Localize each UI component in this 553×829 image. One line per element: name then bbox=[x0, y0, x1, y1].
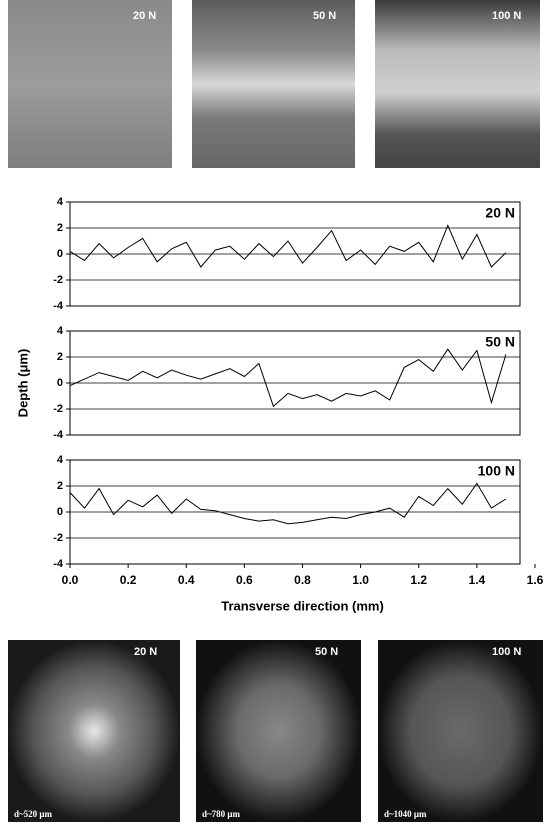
y-tick-label: 4 bbox=[57, 325, 64, 337]
y-tick-label: 0 bbox=[57, 248, 63, 260]
y-axis-label: Depth (μm) bbox=[15, 349, 30, 418]
x-tick-label: 0.0 bbox=[62, 573, 79, 587]
y-tick-label: 4 bbox=[57, 454, 64, 466]
micrograph bbox=[192, 0, 355, 168]
panel-label: 20 N bbox=[485, 205, 515, 221]
x-tick-label: 1.2 bbox=[410, 573, 427, 587]
image-label: 50 N bbox=[315, 646, 338, 658]
y-tick-label: -2 bbox=[53, 274, 63, 286]
panel-label: 100 N bbox=[478, 463, 515, 479]
x-tick-label: 0.6 bbox=[236, 573, 253, 587]
y-tick-label: 2 bbox=[57, 351, 63, 363]
micrograph bbox=[8, 0, 172, 168]
profile-line bbox=[69, 482, 507, 525]
image-label: 100 N bbox=[492, 10, 521, 22]
micrograph bbox=[196, 640, 361, 822]
x-tick-label: 1.0 bbox=[352, 573, 369, 587]
diameter-label: d~520 μm bbox=[14, 809, 53, 819]
image-label: 100 N bbox=[492, 646, 521, 658]
bottom-images: 20 N 50 N 100 N d~520 μm d~780 μm d~1040… bbox=[8, 640, 543, 822]
y-tick-label: -2 bbox=[53, 532, 63, 544]
y-tick-label: 0 bbox=[57, 377, 63, 389]
top-images: 20 N 50 N 100 N bbox=[8, 0, 540, 168]
x-tick-label: 1.4 bbox=[469, 573, 486, 587]
x-tick-label: 1.6 bbox=[527, 573, 544, 587]
y-tick-label: -2 bbox=[53, 403, 63, 415]
profile-line bbox=[69, 348, 507, 408]
diameter-label: d~780 μm bbox=[202, 809, 241, 819]
x-tick-label: 0.8 bbox=[294, 573, 311, 587]
diameter-label: d~1040 μm bbox=[384, 809, 427, 819]
y-tick-label: 2 bbox=[57, 222, 63, 234]
x-tick-label: 0.4 bbox=[178, 573, 195, 587]
x-axis-label: Transverse direction (mm) bbox=[221, 598, 384, 613]
y-tick-label: -4 bbox=[53, 300, 64, 312]
plot-frame bbox=[69, 201, 521, 307]
micrograph bbox=[378, 640, 543, 822]
plot-frame bbox=[69, 330, 521, 436]
x-tick-label: 0.2 bbox=[120, 573, 137, 587]
micrograph bbox=[8, 640, 180, 822]
y-tick-label: 4 bbox=[57, 196, 64, 208]
image-label: 50 N bbox=[313, 10, 336, 22]
y-tick-label: 0 bbox=[57, 506, 63, 518]
y-tick-label: 2 bbox=[57, 480, 63, 492]
plot-frame bbox=[69, 459, 521, 565]
image-label: 20 N bbox=[134, 646, 157, 658]
profile-line bbox=[69, 224, 507, 268]
y-tick-label: -4 bbox=[53, 429, 64, 441]
image-label: 20 N bbox=[133, 10, 156, 22]
panel-label: 50 N bbox=[485, 334, 515, 350]
y-tick-label: -4 bbox=[53, 558, 64, 570]
micrograph bbox=[375, 0, 540, 168]
